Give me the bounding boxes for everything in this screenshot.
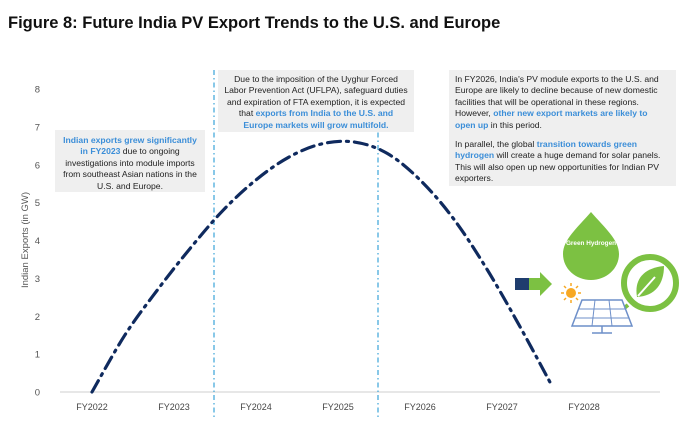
annotation-fy2023-highlight: Indian exports grew significantly in FY2… (63, 135, 197, 157)
x-axis-ticks: FY2022 FY2023 FY2024 FY2025 FY2026 FY2027 FY20… (76, 402, 600, 412)
annotation-fy2024-text: Due to the imposition of the Uyghur Forc… (224, 74, 408, 119)
solar-panel-icon (570, 299, 634, 334)
annotation-fy2023: Indian exports grew significantly in FY2… (55, 130, 205, 192)
y-tick-label: 3 (35, 274, 40, 285)
y-tick-label: 8 (35, 85, 40, 96)
annotation-fy2026-p1-text: In FY2026, India's PV module exports to … (455, 74, 659, 119)
y-tick-label: 5 (35, 198, 40, 209)
annotation-fy2026: In FY2026, India's PV module exports to … (449, 70, 676, 186)
x-tick-label: FY2025 (322, 402, 354, 412)
series-line (90, 139, 553, 394)
green-hydrogen-illustration (515, 212, 679, 334)
y-tick-label: 1 (35, 350, 40, 361)
sun-icon (561, 283, 581, 303)
x-tick-label: FY2027 (486, 402, 518, 412)
arrow-right-icon (515, 272, 552, 296)
y-axis-ticks: 0 1 2 3 4 5 6 7 8 (35, 85, 40, 399)
annotation-fy2024-highlight: exports from India to the U.S. and Europ… (243, 108, 394, 130)
annotation-fy2023-text: due to ongoing investigations into modul… (63, 146, 197, 191)
y-tick-label: 0 (35, 388, 40, 399)
y-tick-label: 2 (35, 312, 40, 323)
x-tick-label: FY2023 (158, 402, 190, 412)
figure-title: Figure 8: Future India PV Export Trends … (8, 14, 501, 32)
x-tick-label: FY2028 (568, 402, 600, 412)
x-tick-label: FY2026 (404, 402, 436, 412)
annotation-fy2026-p1-highlight: other new export markets are likely to o… (455, 108, 648, 130)
green-hydrogen-droplet-icon (563, 212, 619, 280)
x-tick-label: FY2024 (240, 402, 272, 412)
y-tick-label: 4 (35, 236, 40, 247)
y-tick-label: 6 (35, 160, 40, 171)
annotation-fy2024-2025: Due to the imposition of the Uyghur Forc… (218, 70, 414, 132)
annotation-fy2026-p2-tail: will create a huge demand for solar pane… (455, 150, 661, 184)
annotation-fy2026-p2-highlight: transition towards green hydrogen (455, 139, 637, 161)
green-hydrogen-label: Green Hydrogen (565, 240, 617, 247)
y-axis-label: Indian Exports (in GW) (20, 192, 31, 288)
annotation-fy2026-p1-tail: in this period. (488, 119, 542, 130)
annotation-fy2026-p2-text: In parallel, the global (455, 139, 537, 150)
y-tick-label: 7 (35, 122, 40, 133)
x-tick-label: FY2022 (76, 402, 108, 412)
